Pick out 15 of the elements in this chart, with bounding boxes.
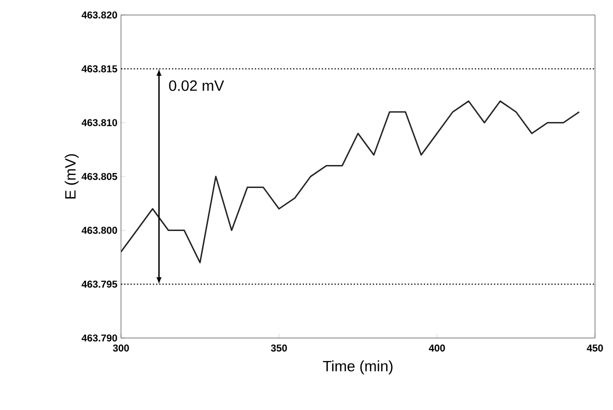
line-series — [121, 100, 580, 264]
x-tick-label: 300 — [112, 344, 129, 352]
y-tick-label: 463.815 — [82, 65, 118, 72]
annotation: 0.02 mV — [169, 80, 224, 91]
x-tick-label: 450 — [586, 344, 603, 352]
x-tick-label: 350 — [270, 344, 287, 352]
x-axis-title: Time (min) — [322, 360, 392, 374]
y-axis-title: E (mV) — [64, 154, 79, 199]
x-tick-label: 400 — [428, 344, 445, 352]
y-tick-label: 463.795 — [82, 280, 118, 288]
y-tick-label: 463.805 — [82, 172, 118, 180]
y-tick-label: 463.790 — [82, 334, 118, 342]
y-tick-label: 463.800 — [82, 226, 118, 234]
y-tick-label: 463.820 — [82, 11, 118, 19]
y-tick-label: 463.810 — [82, 119, 118, 126]
